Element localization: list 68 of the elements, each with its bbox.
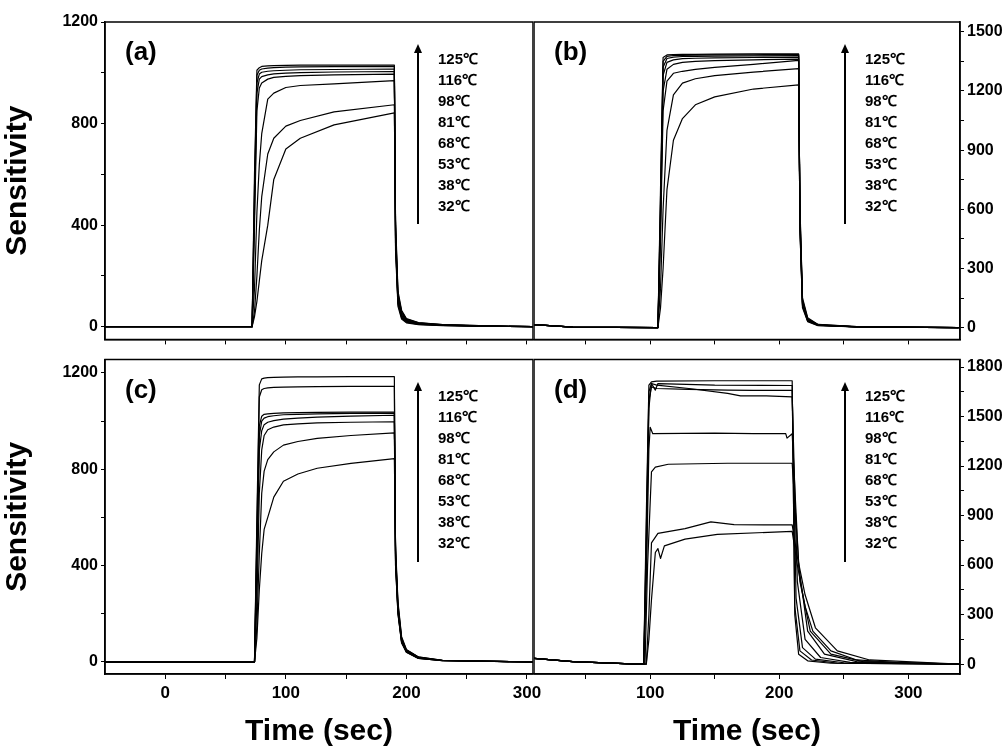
y-tick-label: 0 [89,652,99,670]
y-tick-label: 300 [967,258,994,276]
annotation: 98℃ [865,429,897,447]
annotation: 116℃ [438,70,478,88]
annotation: 38℃ [438,175,470,193]
annotation: 125℃ [865,49,906,67]
y-tick-label: 1200 [62,12,99,30]
annotation: 53℃ [865,154,897,172]
annotation: 68℃ [865,133,897,151]
annotation: 81℃ [865,450,897,468]
x-tick-label: 100 [635,682,665,702]
annotation: (b) [554,36,588,67]
y-tick-label: 0 [89,317,99,335]
y-tick-label: 900 [967,140,994,158]
annotation: 32℃ [438,534,470,552]
annotation: 68℃ [438,133,470,151]
annotation: 116℃ [438,408,478,426]
y-tick-label: 800 [71,113,99,131]
annotation: 38℃ [865,513,897,531]
annotation: 98℃ [438,91,470,109]
x-tick-label: 300 [894,682,923,702]
y-tick-label: 1500 [967,22,1003,40]
annotation: 125℃ [438,49,479,67]
annotation: 32℃ [865,534,897,552]
y-tick-label: 800 [71,459,99,477]
y-tick-label: 600 [967,199,994,217]
y-tick-label: 1800 [967,357,1003,375]
annotation: 32℃ [865,196,897,214]
annotation: 125℃ [438,387,479,405]
x-axis-title: Time (sec) [673,713,821,747]
annotation: 98℃ [438,429,470,447]
annotation: 32℃ [438,196,470,214]
annotation: 38℃ [438,513,470,531]
y-tick-label: 900 [967,505,994,523]
annotation: 116℃ [865,408,905,426]
annotation: 81℃ [438,112,470,130]
x-tick-label: 300 [512,682,542,702]
annotation: 81℃ [438,450,470,468]
x-axis-title: Time (sec) [245,713,393,747]
y-tick-label: 1200 [967,456,1003,474]
annotation: 68℃ [438,471,470,489]
annotation: 125℃ [865,387,906,405]
y-tick-label: 300 [967,604,994,622]
annotation: 68℃ [865,471,897,489]
annotation: 53℃ [438,492,470,510]
x-tick-label: 200 [392,682,421,702]
y-tick-label: 0 [967,654,976,672]
y-tick-label: 1500 [967,406,1003,424]
y-axis-title: Sensitivity [0,105,33,256]
annotation: 116℃ [865,70,905,88]
annotation: 81℃ [865,112,897,130]
annotation: (d) [554,373,588,404]
annotation: (a) [125,36,157,67]
y-axis-title: Sensitivity [0,441,33,592]
annotation: 98℃ [865,91,897,109]
x-tick-label: 0 [160,682,171,702]
y-tick-label: 1200 [62,363,99,381]
y-tick-label: 1200 [967,81,1003,99]
y-tick-label: 400 [71,555,99,573]
y-tick-label: 600 [967,555,994,573]
y-tick-label: 400 [71,215,99,233]
annotation: 53℃ [865,492,897,510]
x-tick-label: 200 [765,682,794,702]
y-tick-label: 0 [967,317,976,335]
x-tick-label: 100 [271,682,301,702]
annotation: (c) [125,373,157,404]
annotation: 53℃ [438,154,470,172]
annotation: 38℃ [865,175,897,193]
